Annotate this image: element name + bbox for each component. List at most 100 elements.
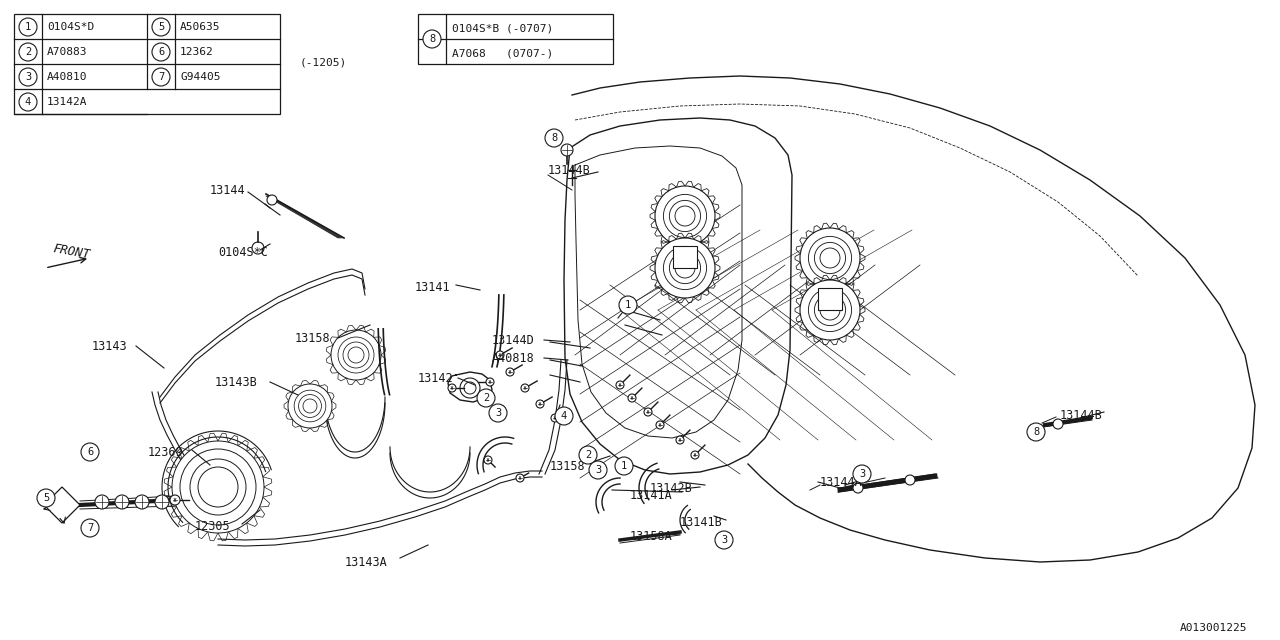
Text: 13141A: 13141A [630,488,673,502]
Circle shape [204,473,232,501]
Text: A40818: A40818 [492,351,535,365]
Text: 13142B: 13142B [650,481,692,495]
Circle shape [1053,419,1062,429]
Circle shape [348,347,364,363]
Circle shape [800,280,860,340]
Circle shape [152,68,170,86]
Text: 2: 2 [483,393,489,403]
Text: 7: 7 [157,72,164,82]
Circle shape [95,495,109,509]
Circle shape [37,489,55,507]
Text: 13144D: 13144D [492,333,535,346]
Text: 8: 8 [550,133,557,143]
Circle shape [198,467,238,507]
Circle shape [521,384,529,392]
Text: 12362: 12362 [180,47,214,57]
Circle shape [19,18,37,36]
Circle shape [252,242,264,254]
Text: 3: 3 [495,408,502,418]
Circle shape [814,294,846,326]
Text: 0104S*C: 0104S*C [218,246,268,259]
Text: 13142: 13142 [419,371,453,385]
Circle shape [675,258,695,278]
Text: 0104S*B (-0707): 0104S*B (-0707) [452,23,553,33]
Text: 4: 4 [24,97,31,107]
Circle shape [465,382,476,394]
Circle shape [905,475,915,485]
Text: 13144B: 13144B [548,163,591,177]
Text: 13141: 13141 [415,280,451,294]
Text: 12369: 12369 [148,445,183,458]
Text: 3: 3 [859,469,865,479]
Circle shape [332,330,381,380]
Circle shape [676,436,684,444]
Circle shape [268,195,276,205]
Text: A50635: A50635 [180,22,220,32]
Circle shape [155,495,169,509]
Text: 13158: 13158 [550,460,586,472]
Text: 8: 8 [429,34,435,44]
Circle shape [820,248,840,268]
Text: FRONT: FRONT [52,243,91,262]
Circle shape [172,441,264,533]
Circle shape [516,474,524,482]
Circle shape [152,18,170,36]
Circle shape [195,463,242,511]
Circle shape [477,389,495,407]
Circle shape [820,300,840,320]
Circle shape [852,465,870,483]
Bar [673,246,698,268]
Circle shape [288,384,332,428]
Circle shape [691,451,699,459]
Text: 13144A: 13144A [820,476,863,488]
Text: 3: 3 [24,72,31,82]
Text: 4: 4 [561,411,567,421]
Text: 13144B: 13144B [1060,408,1103,422]
Circle shape [579,446,596,464]
Circle shape [152,43,170,61]
Circle shape [1027,423,1044,441]
Circle shape [489,404,507,422]
Text: 13142A: 13142A [47,97,87,107]
Circle shape [852,483,863,493]
Circle shape [675,206,695,226]
Circle shape [484,456,492,464]
Text: 6: 6 [157,47,164,57]
Circle shape [589,461,607,479]
Text: 2: 2 [585,450,591,460]
Circle shape [669,200,700,232]
Circle shape [556,407,573,425]
Circle shape [506,368,515,376]
Circle shape [19,43,37,61]
Circle shape [663,246,707,289]
Circle shape [303,399,317,413]
Text: 1: 1 [621,461,627,471]
Text: 2: 2 [24,47,31,57]
Circle shape [486,378,494,386]
Text: 7: 7 [87,523,93,533]
Circle shape [115,495,129,509]
Circle shape [628,394,636,402]
Circle shape [550,414,559,422]
Circle shape [180,449,256,525]
Text: 0104S*D: 0104S*D [47,22,95,32]
Circle shape [448,384,456,392]
Circle shape [657,421,664,429]
Text: 5: 5 [157,22,164,32]
Bar [14,14,280,114]
Circle shape [655,186,716,246]
Circle shape [343,342,369,368]
Circle shape [298,394,321,417]
Circle shape [19,68,37,86]
Text: (-1205): (-1205) [300,57,347,67]
Text: G94405: G94405 [180,72,220,82]
Circle shape [800,228,860,288]
Text: 6: 6 [87,447,93,457]
Circle shape [663,195,707,237]
Circle shape [716,531,733,549]
Circle shape [19,93,37,111]
Text: 13143B: 13143B [215,376,257,388]
Circle shape [81,519,99,537]
Text: 13143A: 13143A [346,556,388,568]
Circle shape [460,378,480,398]
